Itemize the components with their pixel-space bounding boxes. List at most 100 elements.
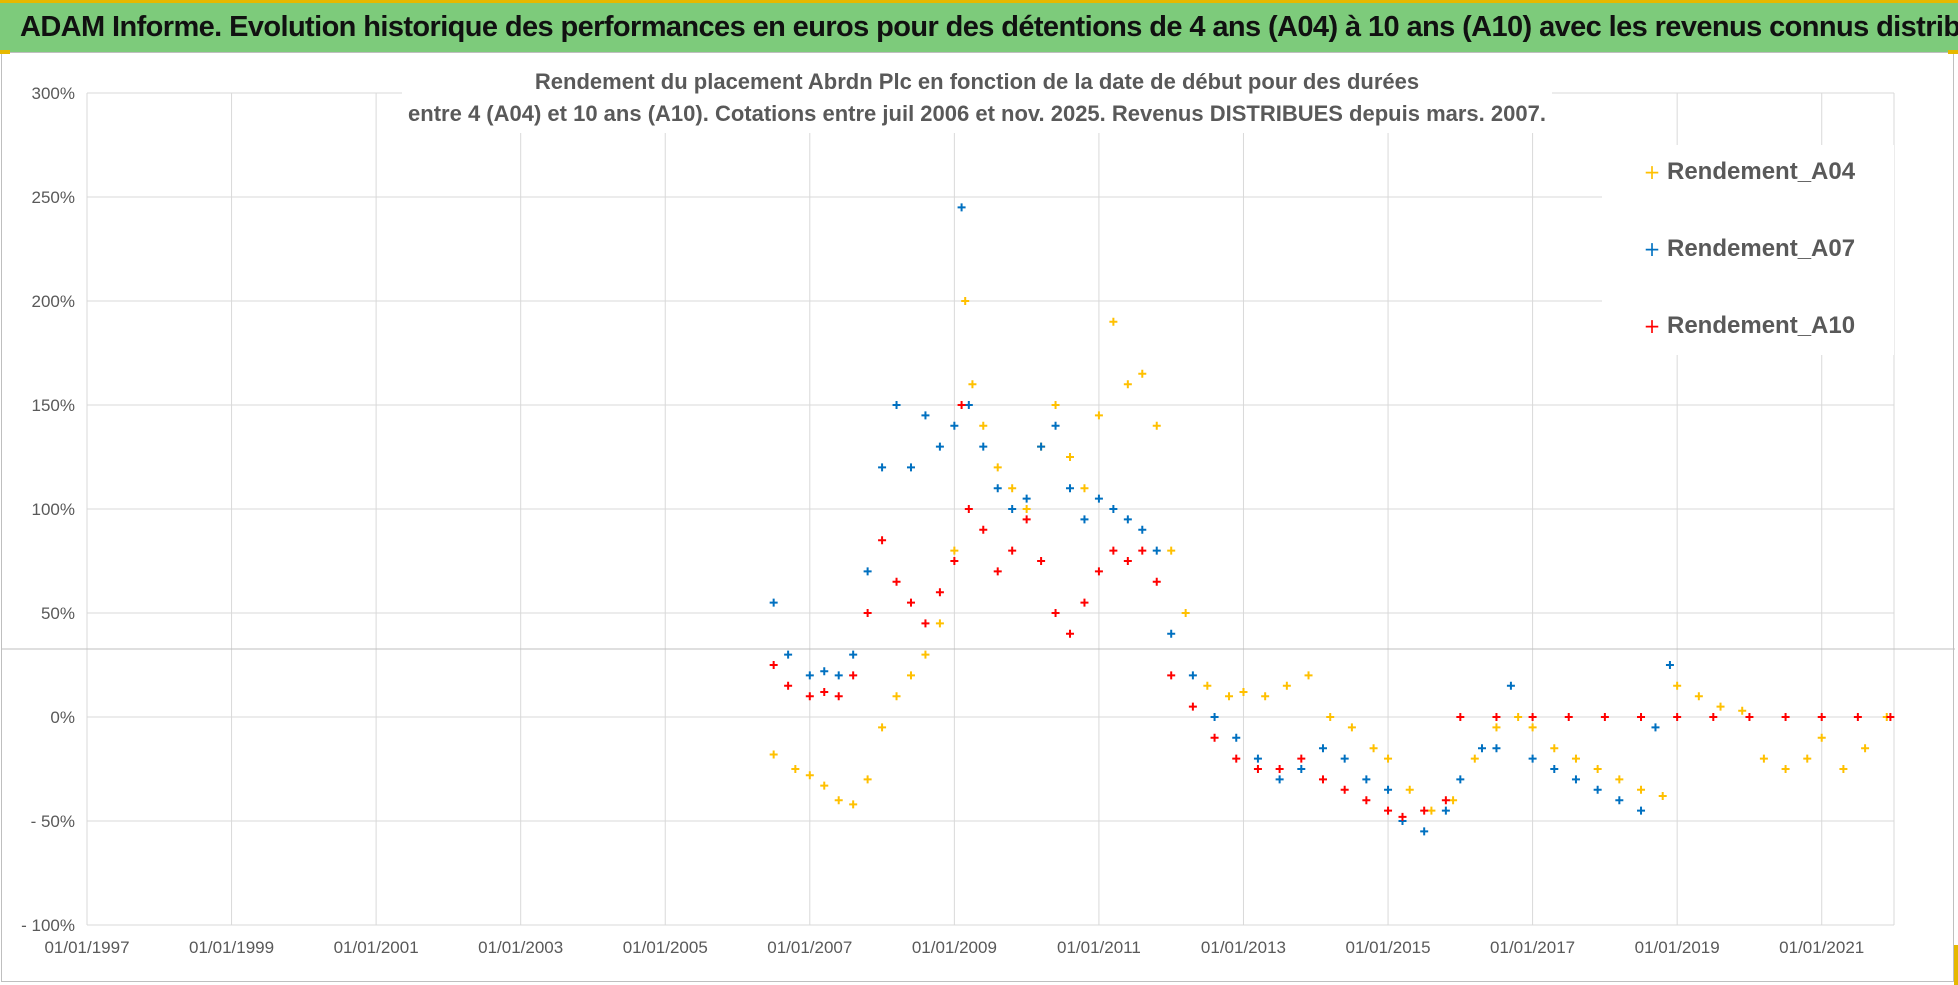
data-point <box>1571 754 1580 763</box>
data-point <box>878 536 887 545</box>
data-point <box>950 546 959 555</box>
corner-mark-top-right <box>1948 50 1958 54</box>
corner-mark-top-left <box>0 50 10 54</box>
data-point <box>906 671 915 680</box>
data-point <box>1022 515 1031 524</box>
data-point <box>1066 629 1075 638</box>
data-point <box>1781 765 1790 773</box>
data-point <box>1528 754 1537 763</box>
data-point <box>1008 484 1017 493</box>
data-point <box>1709 713 1718 721</box>
data-point <box>1094 494 1103 503</box>
data-point <box>1167 546 1176 555</box>
data-point <box>906 463 915 472</box>
data-point <box>892 692 901 701</box>
data-point <box>1080 484 1089 493</box>
data-point <box>964 505 973 513</box>
data-point <box>1318 775 1327 784</box>
data-point <box>1261 692 1270 701</box>
data-point <box>935 619 944 628</box>
data-point <box>1138 525 1147 534</box>
data-point <box>1550 744 1559 753</box>
legend-marker-a04: + <box>1644 160 1661 184</box>
data-point <box>1051 609 1060 617</box>
data-point <box>961 297 970 305</box>
data-point <box>878 463 887 472</box>
data-point <box>1506 681 1515 690</box>
data-point <box>1347 723 1356 732</box>
data-point <box>1384 754 1393 763</box>
data-point <box>993 463 1002 472</box>
data-point <box>1665 661 1674 669</box>
legend-label-a10: Rendement_A10 <box>1667 312 1855 339</box>
data-point <box>1478 744 1486 753</box>
series-a07 <box>769 203 1674 836</box>
data-point <box>1716 702 1725 711</box>
data-point <box>834 796 843 805</box>
x-tick-label: 01/01/2007 <box>767 938 852 957</box>
data-point <box>1138 546 1147 555</box>
x-tick-label: 01/01/2017 <box>1490 938 1575 957</box>
data-point <box>784 681 793 690</box>
data-point <box>1369 744 1378 753</box>
x-tick-label: 01/01/1999 <box>189 938 274 957</box>
chart-title-line-1: Rendement du placement Abrdn Plc en fonc… <box>535 69 1419 94</box>
data-point <box>1282 681 1291 690</box>
data-point <box>863 567 872 576</box>
data-point <box>1275 775 1284 784</box>
data-point <box>1420 827 1429 836</box>
series-a04 <box>769 297 1891 815</box>
data-point <box>1441 806 1450 815</box>
data-point <box>1152 577 1161 586</box>
data-point <box>1253 754 1262 763</box>
data-point <box>769 661 778 669</box>
data-point <box>1188 702 1197 711</box>
data-point <box>892 577 901 586</box>
data-point <box>1008 505 1017 513</box>
data-point <box>1340 754 1349 763</box>
data-point <box>1232 754 1241 763</box>
data-point <box>1109 505 1118 513</box>
data-point <box>820 688 829 697</box>
data-point <box>1362 796 1371 805</box>
data-point <box>1615 775 1624 784</box>
data-point <box>805 692 814 701</box>
title-backdrop <box>402 65 1552 133</box>
data-point <box>950 557 959 565</box>
legend-marker-a07: + <box>1644 237 1661 261</box>
data-point <box>1492 713 1501 721</box>
data-point <box>820 781 829 790</box>
data-point <box>834 692 843 701</box>
x-tick-label: 01/01/2015 <box>1345 938 1430 957</box>
data-point <box>1225 692 1234 701</box>
data-point <box>1615 796 1624 805</box>
data-point <box>769 598 778 607</box>
data-point <box>1340 785 1349 794</box>
legend-entry-a10[interactable]: + Rendement_A10 <box>1644 312 1855 339</box>
data-point <box>950 421 959 430</box>
data-point <box>1456 775 1465 784</box>
data-point <box>979 525 988 534</box>
y-tick-label: 50% <box>41 604 75 623</box>
data-point <box>834 671 843 680</box>
data-point <box>979 442 988 451</box>
data-point <box>921 411 930 420</box>
y-tick-label: 300% <box>32 84 75 103</box>
legend-entry-a07[interactable]: + Rendement_A07 <box>1644 235 1855 262</box>
banner: ADAM Informe. Evolution historique des p… <box>0 0 1958 52</box>
data-point <box>1275 765 1284 773</box>
data-point <box>1123 515 1132 524</box>
data-point <box>1637 806 1646 815</box>
data-point <box>1745 713 1754 721</box>
data-point <box>1326 713 1335 721</box>
legend-entry-a04[interactable]: + Rendement_A04 <box>1644 158 1856 185</box>
data-point <box>1232 733 1241 742</box>
data-point <box>1008 546 1017 555</box>
data-point <box>1297 754 1306 763</box>
data-point <box>784 650 793 659</box>
data-point <box>1304 671 1313 680</box>
x-tick-label: 01/01/2013 <box>1201 938 1286 957</box>
data-point <box>1673 713 1682 721</box>
data-point <box>1022 494 1031 503</box>
data-point <box>1123 557 1132 565</box>
